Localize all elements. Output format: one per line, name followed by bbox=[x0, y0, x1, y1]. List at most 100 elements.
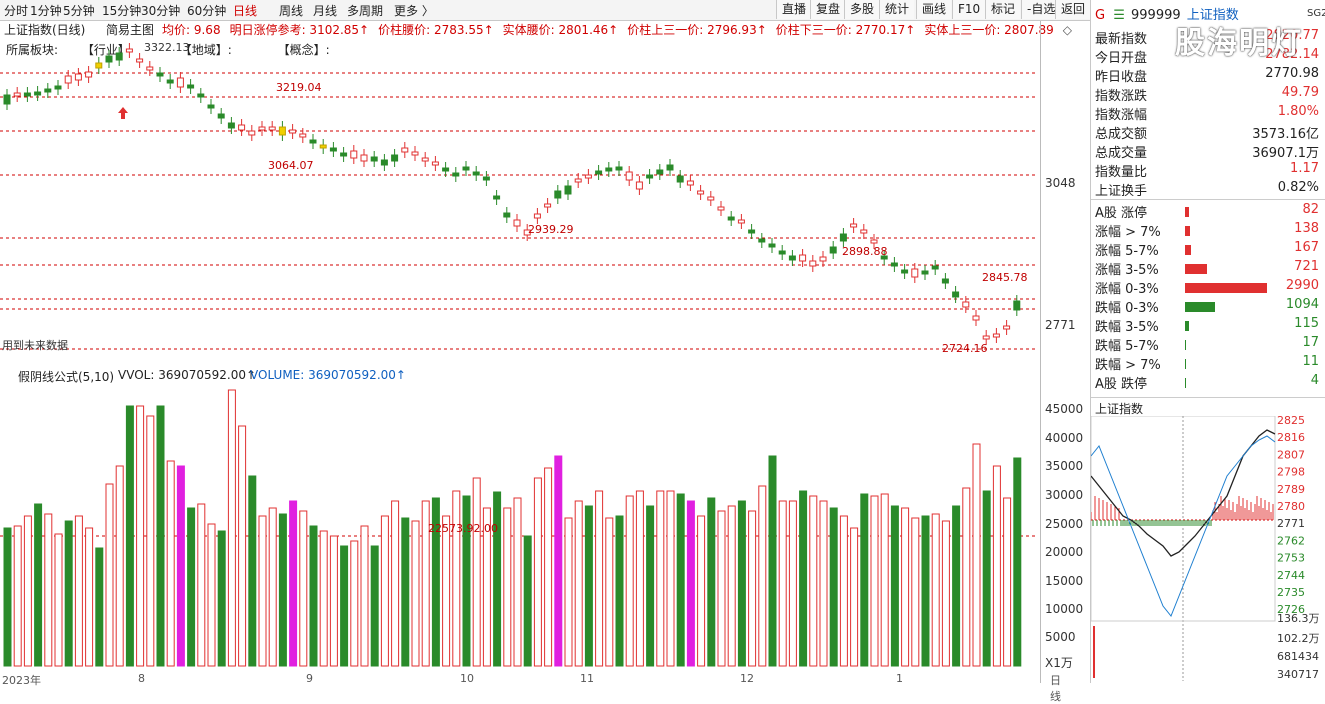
volume-bar bbox=[554, 455, 563, 667]
mini-price-tick: 2816 bbox=[1277, 431, 1305, 444]
price-annotation: 3322.13 bbox=[144, 41, 190, 54]
toolbar-button-4[interactable]: 画线 bbox=[916, 0, 952, 19]
volume-bar bbox=[166, 460, 175, 667]
volume-bar bbox=[860, 493, 869, 667]
candle bbox=[880, 255, 888, 260]
stat-row: 上证换手 0.82% bbox=[1095, 180, 1319, 199]
period-tab-3[interactable]: 15分钟 bbox=[102, 4, 142, 18]
candle bbox=[564, 185, 572, 195]
mini-price-tick: 2744 bbox=[1277, 569, 1305, 582]
breadth-row: 涨幅 0-3% 2990 bbox=[1095, 278, 1319, 297]
candle bbox=[788, 255, 796, 261]
volume-bar bbox=[778, 500, 787, 667]
toolbar-button-0[interactable]: 直播 bbox=[776, 0, 812, 19]
volume-bar bbox=[462, 495, 471, 667]
candle bbox=[176, 77, 184, 88]
candle bbox=[533, 213, 541, 219]
volume-bar bbox=[472, 477, 481, 667]
candle bbox=[676, 175, 684, 183]
candle bbox=[482, 176, 490, 181]
period-tab-7[interactable]: 周线 bbox=[279, 4, 304, 18]
period-tab-0[interactable]: 分时 bbox=[4, 4, 29, 18]
toolbar-button-7[interactable]: -自选 bbox=[1021, 0, 1061, 19]
volume-bar bbox=[136, 405, 145, 667]
candle bbox=[187, 84, 195, 89]
volume-bar bbox=[809, 495, 818, 667]
candle bbox=[595, 170, 603, 175]
volume-bar bbox=[870, 495, 879, 667]
stat-row: 今日开盘 2782.14 bbox=[1095, 47, 1319, 66]
stock-code: 999999 bbox=[1131, 8, 1181, 23]
volume-bar bbox=[248, 475, 257, 667]
period-tab-9[interactable]: 多周期 bbox=[347, 4, 384, 18]
volume-bar bbox=[146, 415, 155, 667]
volume-bar bbox=[686, 500, 695, 667]
candle bbox=[574, 178, 582, 183]
volume-chart[interactable]: 22573.92.00 bbox=[0, 384, 1040, 674]
volume-bar bbox=[635, 490, 644, 667]
sector-region[interactable]: 【地域】: bbox=[179, 43, 232, 57]
date-tick: 10 bbox=[460, 672, 474, 685]
indicator-item: 实体上三一价: 2807.89 bbox=[924, 23, 1054, 37]
breadth-bar bbox=[1185, 359, 1186, 369]
candle bbox=[707, 196, 715, 201]
volume-bar bbox=[748, 510, 757, 667]
mode-button[interactable]: 简易主图 bbox=[106, 23, 155, 37]
period-tab-5[interactable]: 60分钟 bbox=[187, 4, 227, 18]
period-tab-10[interactable]: 更多 〉 bbox=[394, 4, 434, 18]
toolbar-button-5[interactable]: F10 bbox=[952, 0, 986, 19]
intraday-mini-chart[interactable]: 2825 2816 2807 2798 2789 2780 2771 2762 2753 2744… bbox=[1091, 416, 1325, 681]
toolbar-button-1[interactable]: 复盘 bbox=[810, 0, 846, 19]
sector-concept[interactable]: 【概念】: bbox=[277, 43, 330, 57]
candlestick-chart[interactable]: 3322.13 3219.04 3064.07 2939.29 2898.88 2845.… bbox=[0, 37, 1040, 367]
volume-bar bbox=[3, 527, 12, 667]
volume-tick: 35000 bbox=[1045, 459, 1084, 473]
candle bbox=[799, 254, 807, 262]
candle bbox=[85, 71, 93, 78]
volume-bar bbox=[523, 535, 532, 667]
candle bbox=[513, 219, 521, 227]
period-tab-4[interactable]: 30分钟 bbox=[141, 4, 181, 18]
breadth-row: 涨幅 > 7% 138 bbox=[1095, 221, 1319, 240]
date-tick: 12 bbox=[740, 672, 754, 685]
breadth-bar bbox=[1185, 378, 1186, 388]
mini-price-tick: 2780 bbox=[1277, 500, 1305, 513]
volume-bar bbox=[992, 465, 1001, 667]
candle bbox=[635, 181, 643, 190]
mini-price-tick: 2726 bbox=[1277, 603, 1305, 616]
menu-icon[interactable]: ☰ bbox=[1113, 8, 1125, 23]
period-tab-8[interactable]: 月线 bbox=[313, 4, 338, 18]
price-annotation: 2724.16 bbox=[942, 342, 988, 355]
period-tab-6[interactable]: 日线 bbox=[233, 4, 258, 18]
volume-bar bbox=[615, 515, 624, 667]
volume-bar bbox=[156, 405, 165, 667]
breadth-bar bbox=[1185, 321, 1189, 331]
price-tick: 3048 bbox=[1045, 176, 1076, 190]
indicator-item: 价柱腰价: 2783.55↑ bbox=[378, 23, 494, 37]
volume-bar bbox=[34, 503, 43, 667]
period-tab-2[interactable]: 5分钟 bbox=[63, 4, 95, 18]
volume-bar bbox=[625, 495, 634, 667]
toolbar-button-2[interactable]: 多股 bbox=[844, 0, 880, 19]
mini-chart-title: 上证指数 bbox=[1095, 402, 1144, 416]
price-annotation: 3064.07 bbox=[268, 159, 314, 172]
volume-bar bbox=[13, 525, 22, 667]
breadth-bar bbox=[1185, 207, 1189, 217]
date-tick: 8 bbox=[138, 672, 145, 685]
mini-price-tick: 2825 bbox=[1277, 416, 1305, 427]
candle bbox=[931, 265, 939, 270]
volume-bar bbox=[737, 500, 746, 667]
arrow-up-icon bbox=[118, 107, 128, 119]
volume-bar bbox=[972, 443, 981, 667]
vvol-label: VVOL: 369070592.00↑ bbox=[118, 368, 257, 382]
candle bbox=[442, 167, 450, 172]
volume-bar bbox=[880, 493, 889, 667]
period-tab-1[interactable]: 1分钟 bbox=[30, 4, 62, 18]
settings-icon[interactable]: ◇ bbox=[1062, 23, 1073, 37]
volume-tick: 30000 bbox=[1045, 488, 1084, 502]
toolbar-button-3[interactable]: 统计 bbox=[879, 0, 915, 19]
volume-bar bbox=[23, 515, 32, 667]
candle bbox=[737, 219, 745, 224]
toolbar-button-6[interactable]: 标记 bbox=[985, 0, 1021, 19]
toolbar-button-8[interactable]: 返回 bbox=[1055, 0, 1091, 19]
